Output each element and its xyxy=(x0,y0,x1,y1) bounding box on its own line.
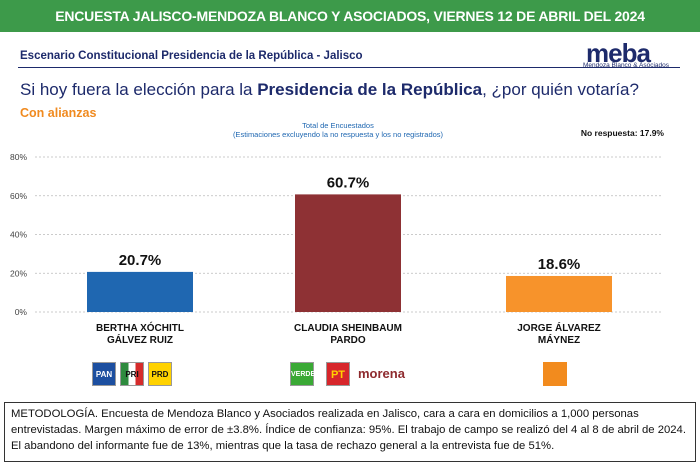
value-label: 60.7% xyxy=(327,174,370,191)
y-tick-label: 80% xyxy=(10,152,27,162)
methodology: METODOLOGÍA. Encuesta de Mendoza Blanco … xyxy=(4,402,696,462)
banner-title: ENCUESTA JALISCO-MENDOZA BLANCO Y ASOCIA… xyxy=(0,0,700,32)
chart-subtitle: (Estimaciones excluyendo la no respuesta… xyxy=(233,130,444,139)
party-icon: VERDE xyxy=(290,362,315,386)
annotation: No respuesta: 17.9% xyxy=(581,128,665,138)
bar xyxy=(506,275,612,312)
y-tick-label: 60% xyxy=(10,191,27,201)
bar xyxy=(87,271,193,312)
y-tick-label: 40% xyxy=(10,230,27,240)
x-tick-label: JORGE ÁLVAREZ MÁYNEZ xyxy=(517,323,601,346)
x-tick-label: BERTHA XÓCHITL GÁLVEZ RUIZ xyxy=(96,323,184,346)
question-text: , ¿por quién votaría? xyxy=(482,80,639,99)
logo: meba xyxy=(586,38,651,68)
chart-title: Total de Encuestados xyxy=(302,121,374,130)
party-icon: PRD xyxy=(148,362,172,386)
party-icon: PRI xyxy=(120,362,144,386)
party-name: morena xyxy=(358,366,405,381)
subtitle: Con alianzas xyxy=(20,106,97,120)
question: Si hoy fuera la elección para la Preside… xyxy=(20,80,639,100)
question-text: Si hoy fuera la elección para la xyxy=(20,80,258,99)
value-label: 20.7% xyxy=(119,252,162,269)
scenario: Escenario Constitucional Presidencia de … xyxy=(20,50,363,62)
bar xyxy=(295,194,401,312)
y-tick-label: 20% xyxy=(10,268,27,278)
chart: Total de Encuestados (Estimaciones exclu… xyxy=(10,121,665,317)
question-emphasis: Presidencia de la República xyxy=(257,80,483,99)
logo-tagline: Mendoza Blanco & Asociados xyxy=(583,62,669,69)
value-label: 18.6% xyxy=(538,256,581,273)
y-tick-label: 0% xyxy=(15,307,28,317)
party-icon: PAN xyxy=(92,362,116,386)
x-tick-label: CLAUDIA SHEINBAUM PARDO xyxy=(294,323,402,346)
rule xyxy=(18,67,680,68)
party-icon xyxy=(543,362,567,386)
party-icon: PT xyxy=(326,362,350,386)
